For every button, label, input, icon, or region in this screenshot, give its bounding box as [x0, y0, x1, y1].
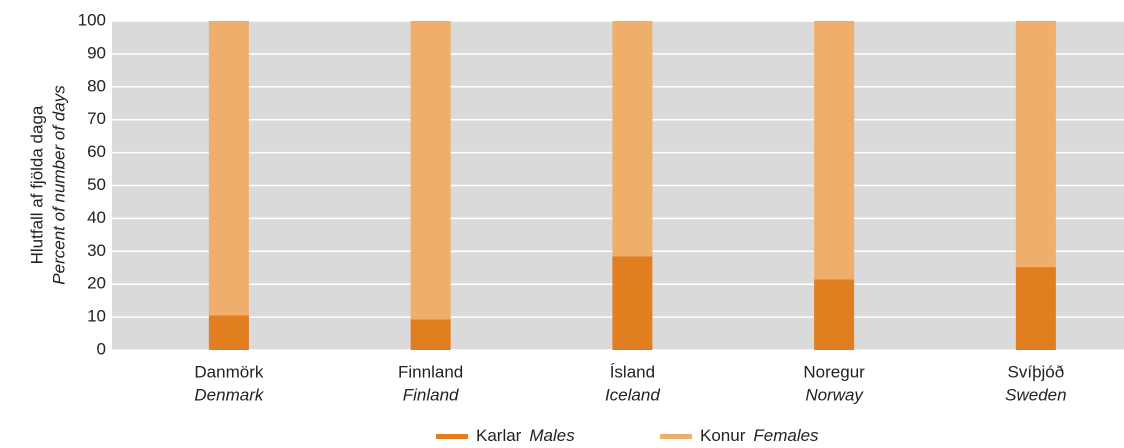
x-tick-label-en: Denmark — [194, 385, 264, 404]
legend-name-en: Males — [529, 426, 575, 445]
legend-name: Karlar — [476, 426, 522, 445]
x-tick-label-en: Norway — [805, 385, 864, 404]
x-tick-label: Svíþjóð — [1008, 362, 1065, 381]
bar-segment — [410, 319, 451, 350]
y-tick-label: 90 — [87, 43, 106, 62]
x-tick-label: Ísland — [610, 362, 655, 381]
y-tick-label: 50 — [87, 175, 106, 194]
y-tick-label: 10 — [87, 307, 106, 326]
bar-segment — [612, 21, 653, 257]
y-axis-label-en: Percent of number of days — [49, 85, 68, 285]
bar-segment — [612, 256, 653, 350]
legend-name: Konur — [700, 426, 746, 445]
x-tick-label-en: Sweden — [1005, 385, 1066, 404]
y-tick-label: 80 — [87, 76, 106, 95]
bar-segment — [1015, 21, 1056, 268]
legend-swatch — [660, 434, 692, 439]
y-tick-label: 70 — [87, 109, 106, 128]
legend-name-en: Females — [753, 426, 819, 445]
bar-segment — [1015, 267, 1056, 350]
bar-segment — [814, 279, 855, 350]
y-tick-label: 100 — [78, 10, 106, 29]
x-tick-label: Noregur — [803, 362, 865, 381]
x-tick-label-en: Finland — [403, 385, 459, 404]
legend-swatch — [436, 434, 468, 439]
y-tick-label: 40 — [87, 208, 106, 227]
y-tick-label: 60 — [87, 142, 106, 161]
legend-label: Karlar Males — [476, 426, 575, 445]
x-tick-label: Danmörk — [194, 362, 263, 381]
bar-segment — [208, 21, 249, 316]
y-tick-label: 20 — [87, 274, 106, 293]
y-tick-label: 30 — [87, 241, 106, 260]
y-tick-label: 0 — [97, 339, 106, 358]
x-tick-label-en: Iceland — [605, 385, 660, 404]
x-tick-label: Finnland — [398, 362, 463, 381]
bar-segment — [814, 21, 855, 280]
bar-segment — [410, 21, 451, 320]
y-axis-label: Hlutfall af fjölda daga — [27, 105, 46, 264]
bar-segment — [208, 315, 249, 350]
legend-label: Konur Females — [700, 426, 819, 445]
